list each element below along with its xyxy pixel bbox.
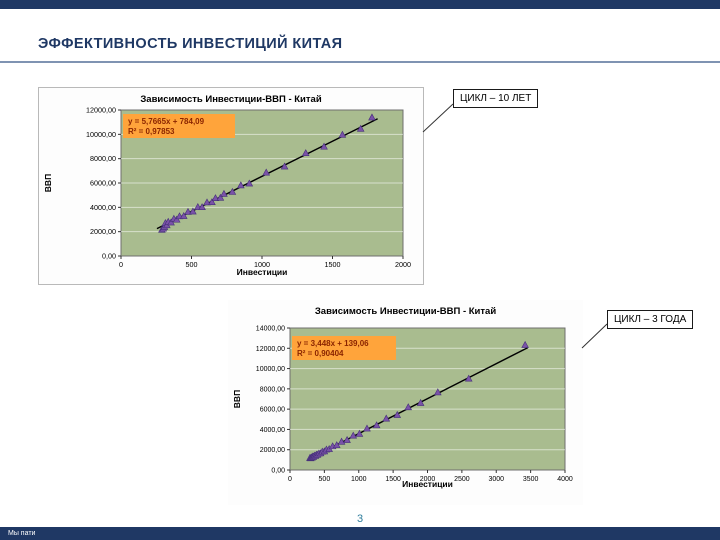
connector-line-3-years: [581, 323, 608, 349]
callout-cycle-3-years: ЦИКЛ – 3 ГОДА: [607, 310, 694, 329]
scatter-point: [198, 203, 206, 211]
scatter-point: [332, 441, 341, 449]
scatter-point: [211, 194, 220, 202]
y-tick-label: 6000,00: [260, 407, 285, 414]
scatter-point: [337, 437, 346, 445]
title-divider: [0, 61, 720, 63]
scatter-point: [245, 179, 254, 187]
scatter-point: [208, 198, 216, 206]
scatter-point: [349, 431, 358, 439]
y-tick-label: 2000,00: [260, 447, 285, 454]
connector-line-10-years: [422, 103, 454, 133]
y-tick-label: 0,00: [271, 468, 285, 475]
x-tick-label: 4000: [557, 476, 573, 483]
x-axis-title: Инвестиции: [237, 267, 288, 277]
scatter-point: [343, 435, 351, 443]
scatter-point: [521, 340, 529, 348]
scatter-point: [237, 181, 245, 189]
x-tick-label: 1000: [254, 260, 270, 269]
r-squared-text: R² = 0,97853: [128, 127, 175, 136]
x-tick-label: 500: [319, 476, 331, 483]
scatter-point: [280, 162, 289, 170]
callout-label: ЦИКЛ – 10 ЛЕТ: [460, 93, 532, 104]
scatter-point: [404, 403, 413, 411]
scatter-point: [356, 124, 365, 132]
y-tick-label: 10000,00: [256, 366, 285, 373]
scatter-point: [203, 198, 211, 206]
scatter-point: [167, 218, 175, 226]
y-tick-label: 0,00: [102, 252, 116, 261]
equation-box: [292, 336, 396, 360]
scatter-point: [355, 429, 364, 437]
slide-title: ЭФФЕКТИВНОСТЬ ИНВЕСТИЦИЙ КИТАЯ: [38, 36, 343, 52]
bottom-accent-bar: Мы пати: [0, 527, 720, 540]
scatter-point: [416, 398, 425, 406]
x-tick-label: 2500: [454, 476, 470, 483]
scatter-point: [220, 189, 228, 197]
scatter-point: [228, 187, 237, 195]
y-tick-label: 12000,00: [256, 346, 285, 353]
y-axis-title: ВВП: [232, 390, 242, 408]
top-accent-bar: [0, 0, 720, 9]
scatter-point: [372, 421, 381, 429]
y-tick-label: 6000,00: [90, 179, 116, 188]
scatter-point: [172, 215, 181, 223]
y-tick-label: 2000,00: [90, 227, 116, 236]
y-tick-label: 8000,00: [90, 154, 116, 163]
scatter-point: [262, 168, 271, 176]
equation-box: [123, 114, 235, 138]
scatter-point: [368, 113, 376, 121]
y-tick-label: 8000,00: [260, 386, 285, 393]
scatter-point: [338, 130, 347, 138]
equation-text: y = 5,7665x + 784,09: [128, 117, 205, 126]
x-tick-label: 0: [119, 260, 123, 269]
equation-text: y = 3,448x + 139,06: [297, 339, 369, 348]
x-tick-label: 2000: [395, 260, 411, 269]
scatter-point: [434, 388, 442, 396]
scatter-point: [382, 414, 391, 422]
chart-cycle-10-years: 0,00 2000,00 4000,00 6000,00 8000,00 10000,00…: [38, 87, 424, 285]
page-number: 3: [356, 513, 364, 525]
x-tick-label: 2000: [420, 476, 436, 483]
x-tick-label: 1000: [351, 476, 367, 483]
y-tick-label: 10000,00: [86, 130, 116, 139]
scatter-point: [189, 207, 197, 215]
x-tick-label: 1500: [325, 260, 341, 269]
chart-cycle-3-years: 0,00 2000,00 4000,00 6000,00 8000,00 10000,00…: [228, 300, 583, 505]
scatter-point: [464, 374, 473, 382]
chart-title: Зависимость Инвестиции-ВВП - Китай: [315, 306, 496, 317]
x-tick-label: 1500: [385, 476, 401, 483]
x-tick-label: 0: [288, 476, 292, 483]
scatter-point: [320, 142, 328, 150]
callout-label: ЦИКЛ – 3 ГОДА: [614, 314, 687, 325]
y-tick-label: 4000,00: [90, 203, 116, 212]
x-tick-label: 500: [186, 260, 198, 269]
y-axis-title: ВВП: [43, 174, 53, 192]
y-tick-label: 14000,00: [256, 326, 285, 333]
scatter-point: [216, 193, 225, 201]
footer-text: Мы пати: [8, 530, 36, 537]
y-tick-label: 4000,00: [260, 427, 285, 434]
x-tick-label: 3500: [523, 476, 539, 483]
chart-title: Зависимость Инвестиции-ВВП - Китай: [140, 94, 321, 105]
scatter-point: [363, 424, 371, 432]
x-tick-label: 3000: [488, 476, 504, 483]
callout-cycle-10-years: ЦИКЛ – 10 ЛЕТ: [453, 89, 539, 108]
r-squared-text: R² = 0,90404: [297, 349, 344, 358]
scatter-point: [184, 207, 192, 215]
scatter-point: [179, 211, 188, 219]
y-tick-label: 12000,00: [86, 106, 116, 115]
x-axis-title: Инвестиции: [402, 479, 453, 489]
scatter-point: [301, 149, 310, 156]
scatter-point: [393, 410, 402, 418]
